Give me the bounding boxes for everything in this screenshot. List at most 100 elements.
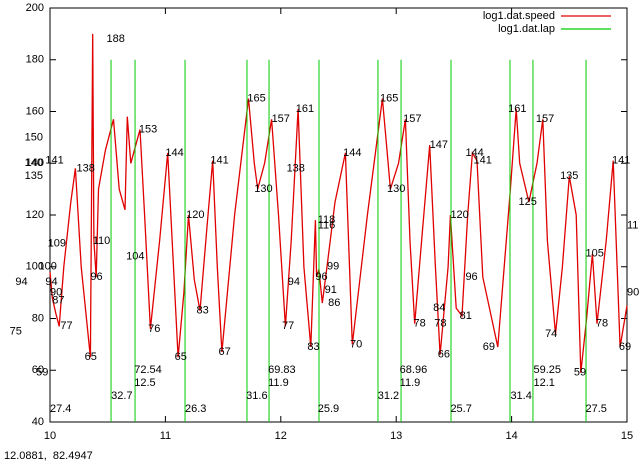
annotation: 150 xyxy=(25,131,43,143)
status-text: 12.0881, 82.4947 xyxy=(4,450,93,462)
annotation: 140 xyxy=(25,157,43,169)
y-tick-label: 120 xyxy=(26,209,44,221)
annotation: 68.96 xyxy=(400,364,428,376)
y-tick-label: 60 xyxy=(32,364,44,376)
annotation: 75 xyxy=(10,325,22,337)
annotation: 130 xyxy=(387,183,405,195)
annotation: 157 xyxy=(272,113,290,125)
annotation: 87 xyxy=(52,294,64,306)
annotation: 94 xyxy=(15,276,27,288)
annotation: 65 xyxy=(85,351,97,363)
annotation: 135 xyxy=(25,170,43,182)
annotation: 144 xyxy=(465,147,483,159)
annotation: 59 xyxy=(574,367,586,379)
annotation: 90 xyxy=(627,287,639,299)
annotation: 161 xyxy=(296,103,314,115)
annotation: 77 xyxy=(60,320,72,332)
annotation: 144 xyxy=(165,147,183,159)
annotation: 118 xyxy=(318,214,336,226)
annotation: 78 xyxy=(434,318,446,330)
annotation: 141 xyxy=(210,155,228,167)
annotation: 69.83 xyxy=(268,364,296,376)
annotation: 144 xyxy=(343,147,361,159)
annotation: 84 xyxy=(433,302,445,314)
annotation: 81 xyxy=(460,310,472,322)
annotation: 74 xyxy=(545,328,557,340)
annotation: 188 xyxy=(107,33,125,45)
annotation: 104 xyxy=(126,250,144,262)
annotation: 86 xyxy=(328,297,340,309)
annotation: 157 xyxy=(403,113,421,125)
annotation: 83 xyxy=(307,341,319,353)
annotation: 26.3 xyxy=(185,403,206,415)
annotation: 72.54 xyxy=(134,364,162,376)
y-tick-label: 100 xyxy=(26,261,44,273)
annotation: 91 xyxy=(325,284,337,296)
legend-label: log1.dat.speed xyxy=(483,10,555,22)
annotation: 100 xyxy=(38,261,56,273)
annotation: 125 xyxy=(519,196,537,208)
annotation: 59.25 xyxy=(534,364,562,376)
annotation: 31.4 xyxy=(510,390,531,402)
annotation: 109 xyxy=(48,237,66,249)
annotation: 27.4 xyxy=(50,403,71,415)
annotation: 69 xyxy=(483,341,495,353)
annotation: 12.1 xyxy=(534,377,555,389)
annotation: 11 xyxy=(627,219,638,231)
annotation: 110 xyxy=(93,235,111,247)
x-tick-label: 13 xyxy=(390,430,402,442)
annotation: 116 xyxy=(318,219,336,231)
annotation: 65 xyxy=(175,351,187,363)
annotation: 25.9 xyxy=(318,403,339,415)
x-tick-label: 15 xyxy=(621,430,633,442)
annotation: 69 xyxy=(619,341,631,353)
annotation: 83 xyxy=(197,305,209,317)
annotation: 153 xyxy=(139,124,157,136)
annotation: 78 xyxy=(596,318,608,330)
x-tick-label: 11 xyxy=(160,430,171,442)
annotation: 66 xyxy=(438,349,450,361)
y-tick-label: 160 xyxy=(26,105,44,117)
annotation: 165 xyxy=(380,92,398,104)
annotation: 120 xyxy=(186,209,204,221)
annotation: 12.5 xyxy=(134,377,155,389)
y-tick-label: 200 xyxy=(26,2,44,14)
annotation: 27.5 xyxy=(585,403,606,415)
x-tick-label: 10 xyxy=(44,430,56,442)
y-tick-label: 80 xyxy=(32,312,44,324)
annotation: 94 xyxy=(45,276,57,288)
annotation: 59 xyxy=(36,367,48,379)
annotation: 96 xyxy=(465,271,477,283)
annotation: 105 xyxy=(585,248,603,260)
y-tick-label: 180 xyxy=(26,54,44,66)
annotation: 120 xyxy=(450,209,468,221)
annotation: 77 xyxy=(282,320,294,332)
annotation: 96 xyxy=(90,271,102,283)
annotation: 141 xyxy=(474,155,492,167)
y-tick-label: 140 xyxy=(26,157,44,169)
annotation: 135 xyxy=(560,170,578,182)
annotation: 78 xyxy=(414,318,426,330)
annotation: 161 xyxy=(508,103,526,115)
annotation: 141 xyxy=(45,155,63,167)
annotation: 165 xyxy=(247,92,265,104)
annotation: 70 xyxy=(350,338,362,350)
annotation: 141 xyxy=(612,155,630,167)
annotation: 130 xyxy=(254,183,272,195)
annotation: 31.6 xyxy=(246,390,267,402)
annotation: 147 xyxy=(430,139,448,151)
x-tick-label: 14 xyxy=(505,430,517,442)
annotation: 94 xyxy=(288,276,300,288)
annotation: 76 xyxy=(148,323,160,335)
annotation: 138 xyxy=(287,162,305,174)
annotation: 31.2 xyxy=(378,390,399,402)
annotation: 138 xyxy=(77,162,95,174)
y-tick-label: 40 xyxy=(32,416,44,428)
speed-line xyxy=(49,33,628,373)
annotation: 11.9 xyxy=(400,377,421,389)
annotation: 32.7 xyxy=(111,390,132,402)
annotation: 90 xyxy=(50,287,62,299)
annotation: 99 xyxy=(327,261,339,273)
